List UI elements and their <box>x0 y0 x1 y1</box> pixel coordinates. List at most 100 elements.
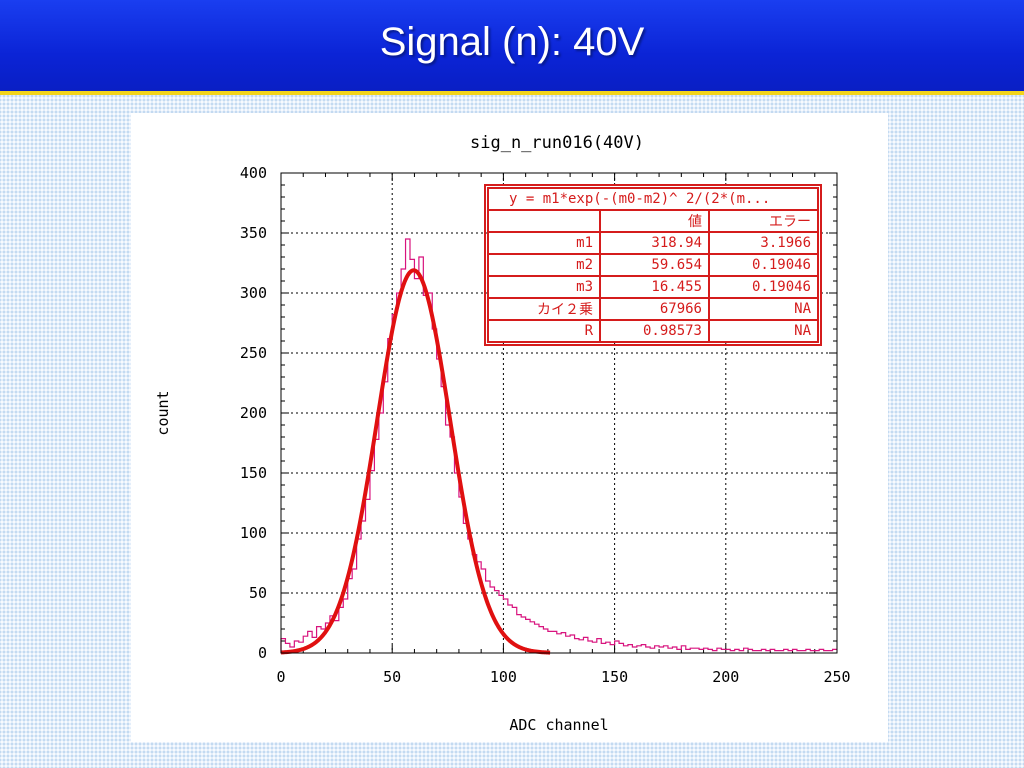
fit-equation-row: y = m1*exp(-(m0-m2)^ 2/(2*(m... <box>487 187 819 211</box>
histogram-bin <box>446 425 450 653</box>
histogram-bin <box>486 581 490 653</box>
fit-header-row: 値 エラー <box>487 209 819 233</box>
histogram-bin <box>406 239 410 653</box>
histogram-bin <box>592 642 596 653</box>
histogram-bin <box>557 634 561 653</box>
histogram-bin <box>744 648 748 653</box>
histogram-bin <box>508 605 512 653</box>
axis-ticks: 0 50 100 150 200 250 0 50 100 150 200 250 300 350 400 <box>240 164 851 686</box>
histogram-bin <box>583 637 587 653</box>
histogram-bin <box>357 539 361 653</box>
histogram-bin <box>352 569 356 653</box>
param-name: m3 <box>487 275 601 299</box>
histogram-bin <box>361 521 365 653</box>
histogram-bin <box>632 647 636 653</box>
histogram-bin <box>610 645 614 653</box>
histogram-bin <box>659 647 663 653</box>
histogram-bin <box>343 599 347 653</box>
histogram-bin <box>552 631 556 653</box>
fit-curve-series <box>280 268 551 655</box>
header-cell-error: エラー <box>708 209 819 233</box>
histogram-bin <box>717 648 721 653</box>
histogram-bin <box>655 646 659 653</box>
histogram-bin <box>503 599 507 653</box>
histogram-bin <box>388 339 392 653</box>
histogram-bin <box>414 279 418 653</box>
histogram-bin <box>637 646 641 653</box>
fit-equation: y = m1*exp(-(m0-m2)^ 2/(2*(m... <box>487 187 819 211</box>
histogram-bin <box>623 646 627 653</box>
histogram-bin <box>530 622 534 653</box>
y-tick-label: 200 <box>240 404 267 422</box>
x-axis-label: ADC channel <box>509 716 608 734</box>
fit-curve-line <box>280 268 551 655</box>
histogram-bin <box>628 645 632 653</box>
histogram-bin <box>548 631 552 653</box>
param-error: NA <box>708 319 819 343</box>
header-cell-empty <box>487 209 601 233</box>
param-value: 318.94 <box>599 231 710 255</box>
histogram-bin <box>348 579 352 653</box>
histogram-bin <box>370 471 374 653</box>
histogram-bin <box>392 315 396 653</box>
param-error: 3.1966 <box>708 231 819 255</box>
param-name: m1 <box>487 231 601 255</box>
title-bar: Signal (n): 40V <box>0 0 1024 95</box>
fit-row-chi2: カイ２乗 67966 NA <box>487 297 819 321</box>
histogram-bin <box>374 439 378 653</box>
histogram-bin <box>690 648 694 653</box>
histogram-bin <box>615 641 619 653</box>
histogram-series <box>280 238 837 653</box>
histogram-bin <box>539 627 543 653</box>
histogram-bin <box>401 269 405 653</box>
histogram-bin <box>499 595 503 653</box>
param-error: 0.19046 <box>708 275 819 299</box>
histogram-bin <box>597 639 601 653</box>
x-tick-label: 200 <box>712 668 739 686</box>
histogram-bin <box>410 259 414 653</box>
histogram-bin <box>432 329 436 653</box>
plot-frame <box>280 172 838 654</box>
x-tick-label: 250 <box>823 668 850 686</box>
histogram-bin <box>543 629 547 653</box>
histogram-bin <box>423 295 427 653</box>
param-value: 67966 <box>599 297 710 321</box>
histogram-bin <box>668 648 672 653</box>
x-tick-label: 50 <box>383 668 401 686</box>
histogram-bin <box>650 648 654 653</box>
histogram-bin <box>704 648 708 653</box>
histogram-outline <box>280 238 837 653</box>
param-error: 0.19046 <box>708 253 819 277</box>
fit-row-m2: m2 59.654 0.19046 <box>487 253 819 277</box>
histogram-bin <box>664 646 668 653</box>
histogram-bin <box>570 635 574 653</box>
chart-title: sig_n_run016(40V) <box>470 133 644 153</box>
param-name: m2 <box>487 253 601 277</box>
histogram-bin <box>450 437 454 653</box>
histogram-bin <box>606 642 610 653</box>
y-axis-label: count <box>154 390 172 435</box>
fit-row-m3: m3 16.455 0.19046 <box>487 275 819 299</box>
histogram-bin <box>437 359 441 653</box>
header-cell-value: 値 <box>599 209 710 233</box>
histogram-bin <box>308 631 312 653</box>
param-value: 16.455 <box>599 275 710 299</box>
histogram-bin <box>575 639 579 653</box>
histogram-bin <box>579 640 583 653</box>
histogram-bin <box>566 636 570 653</box>
y-tick-label: 350 <box>240 224 267 242</box>
fit-row-r: R 0.98573 NA <box>487 319 819 343</box>
histogram-bin <box>535 624 539 653</box>
histogram-bin <box>681 646 685 653</box>
y-tick-label: 150 <box>240 464 267 482</box>
y-tick-label: 50 <box>249 584 267 602</box>
x-tick-label: 100 <box>490 668 517 686</box>
fit-row-m1: m1 318.94 3.1966 <box>487 231 819 255</box>
slide-title: Signal (n): 40V <box>379 20 645 64</box>
histogram-bin <box>441 387 445 653</box>
fit-parameter-table: y = m1*exp(-(m0-m2)^ 2/(2*(m... 値 エラー m1… <box>484 184 822 346</box>
histogram-bin <box>601 643 605 653</box>
histogram-bin <box>672 647 676 653</box>
histogram-bin <box>463 523 467 653</box>
histogram-bin <box>334 621 338 653</box>
